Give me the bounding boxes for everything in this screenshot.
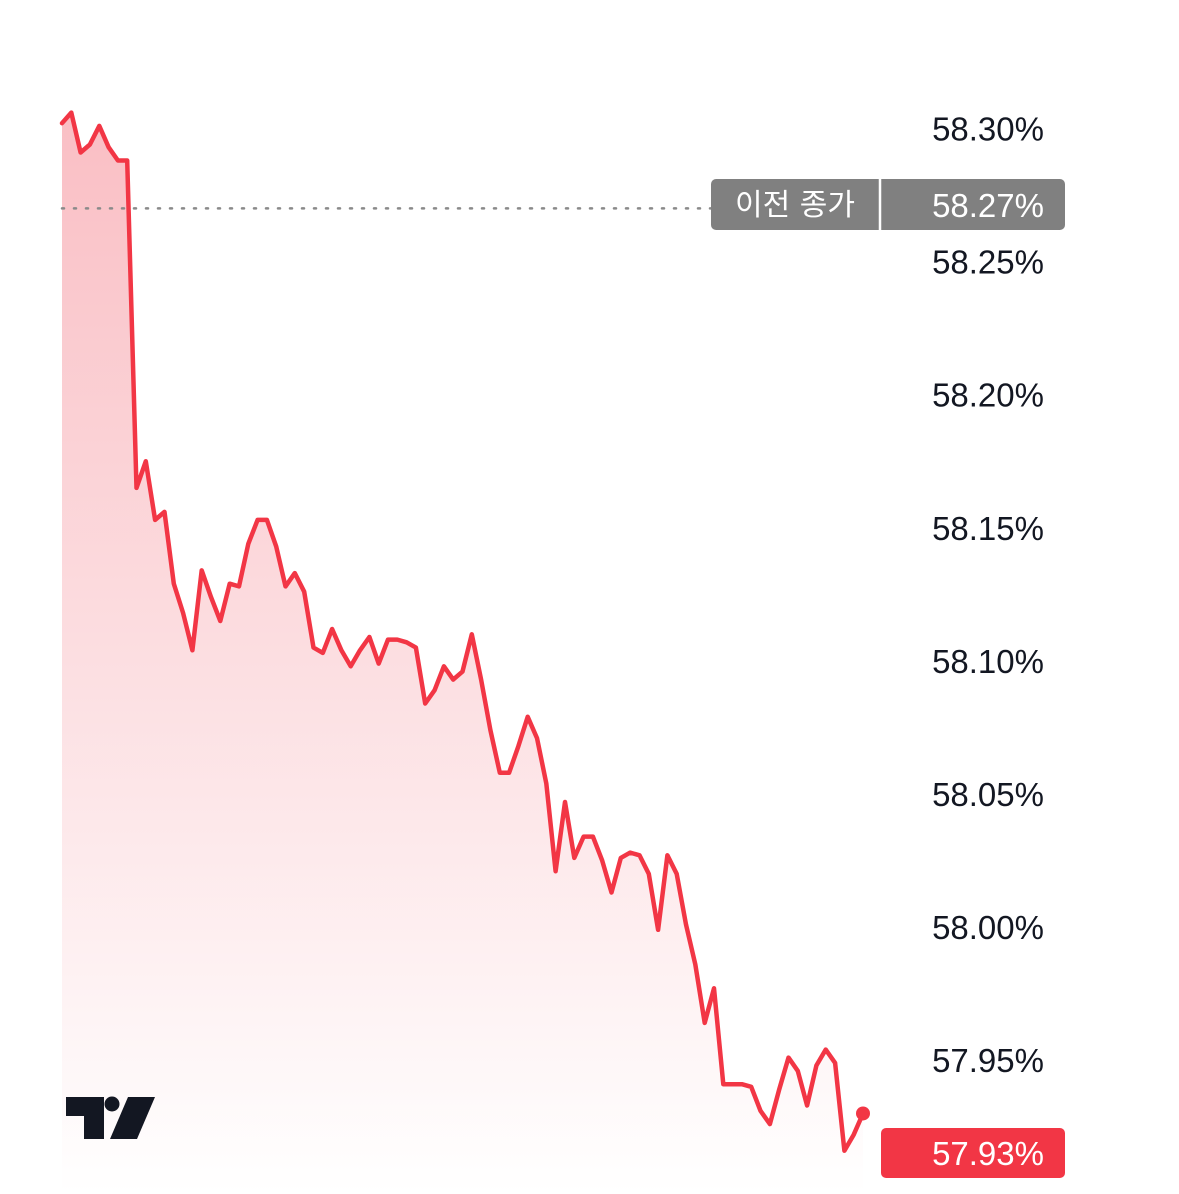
last-price-value: 57.93% bbox=[932, 1135, 1044, 1172]
y-tick-label: 57.95% bbox=[932, 1042, 1044, 1079]
tradingview-logo[interactable] bbox=[66, 1096, 155, 1140]
y-tick-label: 58.00% bbox=[932, 909, 1044, 946]
y-tick-label: 58.20% bbox=[932, 377, 1044, 414]
plot-area bbox=[59, 110, 870, 1194]
y-tick-label: 58.15% bbox=[932, 510, 1044, 547]
previous-close-value: 58.27% bbox=[932, 187, 1044, 224]
previous-close-badge-background bbox=[711, 179, 1065, 230]
previous-close-label: 이전 종가 bbox=[735, 188, 855, 223]
y-tick-label: 58.30% bbox=[932, 111, 1044, 148]
y-tick-label: 58.10% bbox=[932, 643, 1044, 680]
price-line bbox=[59, 110, 866, 1153]
y-axis: 58.30% 58.25% 58.20% 58.15% 58.10% 58.05% 58.0… bbox=[932, 111, 1044, 1080]
y-tick-label: 58.25% bbox=[932, 244, 1044, 281]
y-tick-label: 58.05% bbox=[932, 776, 1044, 813]
price-area-fill bbox=[62, 112, 863, 1194]
last-price-dot bbox=[856, 1106, 870, 1121]
previous-close-badge: 이전 종가 58.27% bbox=[711, 179, 1065, 230]
last-price-badge-background bbox=[881, 1128, 1065, 1178]
last-price-badge: 57.93% bbox=[881, 1128, 1065, 1178]
